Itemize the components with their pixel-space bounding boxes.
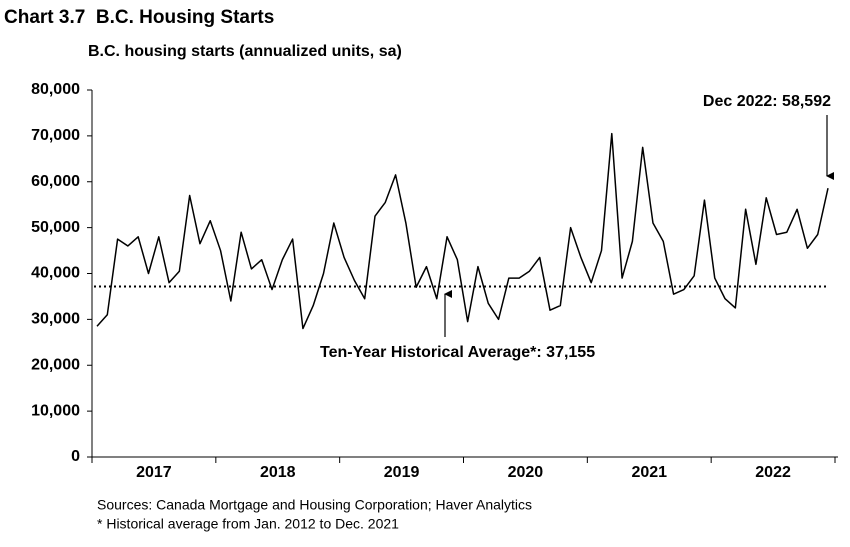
x-tick-label: 2018 bbox=[260, 464, 296, 481]
y-tick-label: 60,000 bbox=[31, 173, 80, 190]
y-tick-label: 10,000 bbox=[31, 402, 80, 419]
annotation: Ten-Year Historical Average*: 37,155 bbox=[320, 344, 595, 361]
annotation: Dec 2022: 58,592 bbox=[703, 93, 831, 110]
y-tick-label: 80,000 bbox=[31, 81, 80, 98]
source-note: Sources: Canada Mortgage and Housing Cor… bbox=[97, 497, 532, 513]
x-tick-label: 2021 bbox=[631, 464, 667, 481]
chart-subtitle: B.C. housing starts (annualized units, s… bbox=[88, 43, 402, 60]
x-tick-label: 2022 bbox=[755, 464, 791, 481]
x-tick-label: 2020 bbox=[508, 464, 544, 481]
x-tick-label: 2019 bbox=[384, 464, 420, 481]
chart-title: Chart 3.7 B.C. Housing Starts bbox=[4, 7, 274, 28]
y-tick-label: 20,000 bbox=[31, 356, 80, 373]
y-tick-label: 40,000 bbox=[31, 265, 80, 282]
y-tick-label: 30,000 bbox=[31, 311, 80, 328]
source-note: * Historical average from Jan. 2012 to D… bbox=[97, 516, 399, 532]
y-tick-label: 0 bbox=[71, 448, 80, 465]
y-tick-label: 70,000 bbox=[31, 127, 80, 144]
y-tick-label: 50,000 bbox=[31, 219, 80, 236]
data-line bbox=[96, 132, 829, 330]
x-tick-label: 2017 bbox=[136, 464, 172, 481]
